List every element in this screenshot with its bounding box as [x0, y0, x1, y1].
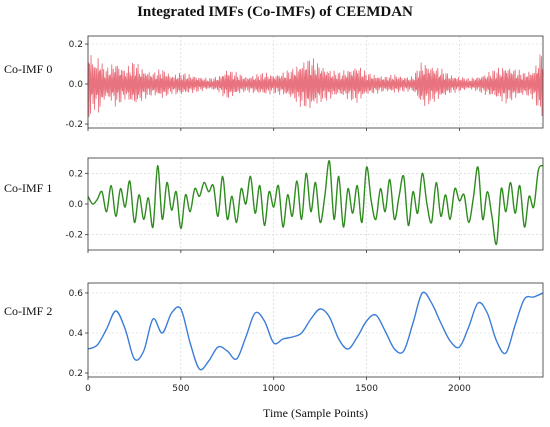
y-tick-label: 0.0 [69, 80, 84, 90]
x-tick-label: 1500 [355, 384, 378, 394]
x-tick-label: 500 [172, 384, 189, 394]
series-line-co-imf-2 [87, 291, 544, 371]
y-tick-label: 0.6 [69, 289, 84, 299]
y-tick-label: 0.2 [69, 369, 83, 379]
panel-frame [87, 35, 544, 129]
y-tick-label: -0.2 [65, 120, 83, 130]
y-tick-label: 0.2 [69, 40, 83, 50]
y-tick-label: 0.0 [69, 200, 84, 210]
series-line-co-imf-0 [87, 54, 544, 117]
panel-label-co-imf-2: Co-IMF 2 [4, 304, 53, 318]
x-tick-label: 0 [85, 384, 91, 394]
panel-label-co-imf-0: Co-IMF 0 [4, 62, 53, 76]
y-tick-label: -0.2 [65, 231, 83, 241]
y-tick-label: 0.2 [69, 169, 83, 179]
x-tick-label: 1000 [262, 384, 285, 394]
chart-title: Integrated IMFs (Co-IMFs) of CEEMDAN [137, 4, 413, 20]
x-tick-label: 2000 [448, 384, 471, 394]
panel-frame [87, 282, 544, 378]
x-axis-label: Time (Sample Points) [263, 406, 368, 420]
series-line-co-imf-1 [87, 160, 544, 246]
panel-label-co-imf-1: Co-IMF 1 [4, 181, 53, 195]
y-tick-label: 0.4 [69, 329, 84, 339]
